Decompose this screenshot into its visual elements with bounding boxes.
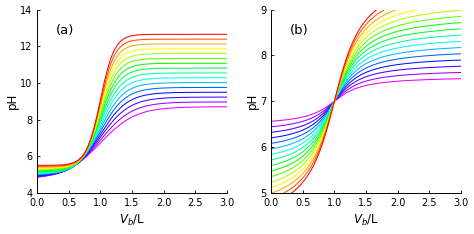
Y-axis label: pH: pH (246, 93, 259, 109)
X-axis label: $V_b$/L: $V_b$/L (119, 213, 145, 228)
Text: (b): (b) (290, 24, 309, 37)
Text: (a): (a) (56, 24, 74, 37)
Y-axis label: pH: pH (6, 93, 18, 109)
X-axis label: $V_b$/L: $V_b$/L (353, 213, 379, 228)
